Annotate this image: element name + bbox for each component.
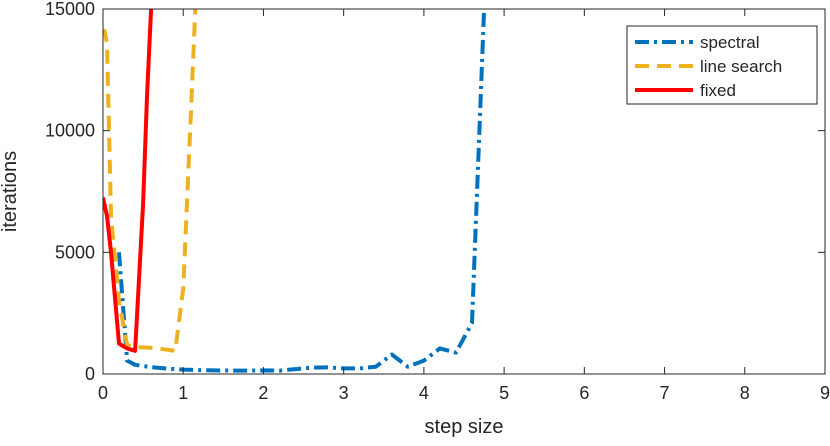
legend-label-spectral: spectral (700, 33, 760, 52)
y-axis-label: iterations (0, 151, 21, 232)
plot-area (103, 9, 487, 373)
x-tick-label: 5 (499, 383, 509, 403)
series-line-fixed (103, 9, 154, 353)
x-tick-label: 2 (258, 383, 268, 403)
x-tick-label: 1 (178, 383, 188, 403)
x-tick-label: 4 (419, 383, 429, 403)
y-tick-label: 5000 (55, 242, 95, 262)
y-tick-label: 0 (85, 364, 95, 384)
x-tick-label: 7 (660, 383, 670, 403)
axes-box (102, 8, 826, 375)
legend-label-line-search: line search (700, 57, 782, 76)
series-line-line-search (103, 9, 198, 353)
axes: 0 1 2 3 4 5 6 7 8 9 0 5000 10000 15000 (45, 0, 830, 403)
legend-label-fixed: fixed (700, 81, 736, 100)
series-line-spectral (117, 9, 487, 373)
x-tick-label: 0 (98, 383, 108, 403)
y-tick-label: 15000 (45, 0, 95, 19)
x-tick-label: 9 (820, 383, 830, 403)
x-tick-label: 3 (339, 383, 349, 403)
legend: spectral line search fixed (626, 25, 818, 105)
x-tick-label: 8 (740, 383, 750, 403)
x-axis-label: step size (425, 416, 504, 438)
x-tick-label: 6 (579, 383, 589, 403)
y-tick-label: 10000 (45, 121, 95, 141)
